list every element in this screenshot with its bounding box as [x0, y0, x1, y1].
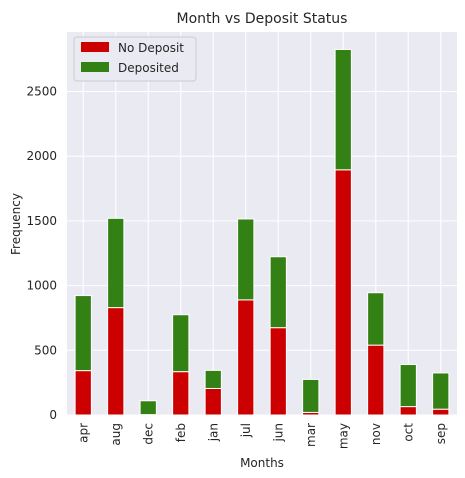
y-tick-label: 1000 [26, 279, 57, 293]
bar-no-deposit-feb [172, 371, 190, 416]
plot-background [67, 32, 457, 415]
legend-swatch-deposited [81, 62, 109, 72]
x-tick-label: aug [109, 423, 123, 446]
y-tick-label: 2000 [26, 149, 57, 163]
y-tick-label: 2500 [26, 85, 57, 99]
bar-no-deposit-apr [74, 370, 92, 416]
bar-no-deposit-jun [269, 327, 287, 416]
bar-no-deposit-jul [237, 299, 255, 416]
bar-deposited-mar [302, 378, 320, 413]
y-tick-labels: 0 500 1000 1500 2000 2500 [26, 85, 57, 422]
y-tick-label: 1500 [26, 214, 57, 228]
x-tick-label: sep [434, 423, 448, 444]
bar-deposited-jun [269, 256, 287, 329]
bar-deposited-dec [139, 400, 157, 416]
bar-deposited-oct [399, 364, 417, 408]
x-tick-label: apr [76, 423, 90, 443]
bar-deposited-aug [107, 217, 125, 309]
y-axis-title: Frequency [9, 193, 23, 255]
x-tick-label: nov [369, 423, 383, 445]
chart-title: Month vs Deposit Status [177, 11, 348, 27]
bar-deposited-nov [367, 292, 385, 346]
x-tick-label: jan [206, 423, 220, 442]
y-tick-label: 500 [34, 343, 57, 357]
x-tick-label: jun [271, 423, 285, 443]
x-tick-label: may [336, 423, 350, 449]
legend-swatch-no-deposit [81, 42, 109, 52]
bar-no-deposit-aug [107, 307, 125, 416]
bar-no-deposit-sep [432, 408, 450, 416]
bar-no-deposit-jan [204, 387, 222, 416]
x-tick-label: mar [304, 423, 318, 447]
bar-deposited-jul [237, 218, 255, 301]
bar-deposited-feb [172, 314, 190, 373]
bar-no-deposit-may [334, 169, 352, 416]
bar-no-deposit-nov [367, 344, 385, 416]
bar-deposited-apr [74, 295, 92, 372]
x-tick-labels: apr aug dec feb jan jul jun mar may nov oct sep [76, 423, 448, 449]
x-tick-label: jul [239, 423, 253, 438]
y-tick-label: 0 [49, 408, 57, 422]
legend-label-deposited: Deposited [118, 61, 179, 75]
bar-deposited-may [334, 48, 352, 171]
x-tick-label: dec [141, 423, 155, 445]
legend-label-no-deposit: No Deposit [118, 41, 184, 55]
x-tick-label: oct [401, 423, 415, 442]
bar-deposited-jan [204, 369, 222, 389]
x-tick-label: feb [174, 423, 188, 442]
bars [74, 48, 450, 416]
bar-deposited-sep [432, 372, 450, 410]
bar-no-deposit-oct [399, 406, 417, 416]
x-axis-title: Months [240, 456, 284, 470]
legend: No Deposit Deposited [73, 36, 197, 82]
